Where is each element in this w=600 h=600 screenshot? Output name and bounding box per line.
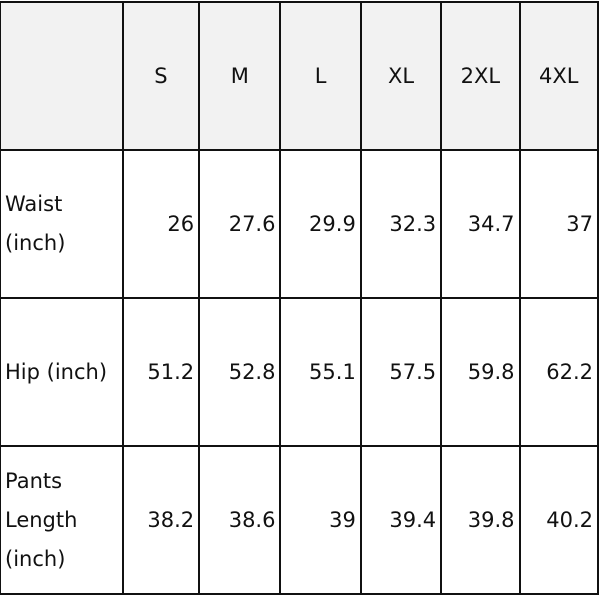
- header-cell-empty: [0, 1, 124, 151]
- table-cell: 52.8: [198, 297, 282, 447]
- table-cell: 27.6: [198, 149, 282, 299]
- header-cell-s: S: [121, 1, 201, 151]
- table-cell: 38.2: [121, 445, 201, 595]
- table-row-pants-length: Pants Length (inch) 38.2 38.6 39 39.4 39…: [0, 445, 600, 595]
- table-cell: 57.5: [359, 297, 443, 447]
- header-cell-m: M: [198, 1, 282, 151]
- table-cell: 38.6: [198, 445, 282, 595]
- table-cell: 32.3: [359, 149, 443, 299]
- table-cell: 34.7: [440, 149, 521, 299]
- table-row-hip: Hip (inch) 51.2 52.8 55.1 57.5 59.8 62.2: [0, 297, 600, 447]
- table-cell: 59.8: [440, 297, 521, 447]
- table-cell: 39.4: [359, 445, 443, 595]
- table-cell: 29.9: [279, 149, 362, 299]
- table-cell: 62.2: [518, 297, 600, 447]
- table-cell: 39.8: [440, 445, 521, 595]
- header-cell-l: L: [279, 1, 362, 151]
- header-cell-xl: XL: [359, 1, 443, 151]
- header-cell-2xl: 2XL: [440, 1, 521, 151]
- table-cell: 51.2: [121, 297, 201, 447]
- table-cell: 55.1: [279, 297, 362, 447]
- row-label: Pants Length (inch): [0, 445, 124, 595]
- table-cell: 37: [518, 149, 600, 299]
- table-cell: 26: [121, 149, 201, 299]
- table-cell: 39: [279, 445, 362, 595]
- row-label: Waist (inch): [0, 149, 124, 299]
- header-row: S M L XL 2XL 4XL: [0, 1, 600, 151]
- header-cell-4xl: 4XL: [518, 1, 600, 151]
- row-label: Hip (inch): [0, 297, 124, 447]
- table-row-waist: Waist (inch) 26 27.6 29.9 32.3 34.7 37: [0, 149, 600, 299]
- table-cell: 40.2: [518, 445, 600, 595]
